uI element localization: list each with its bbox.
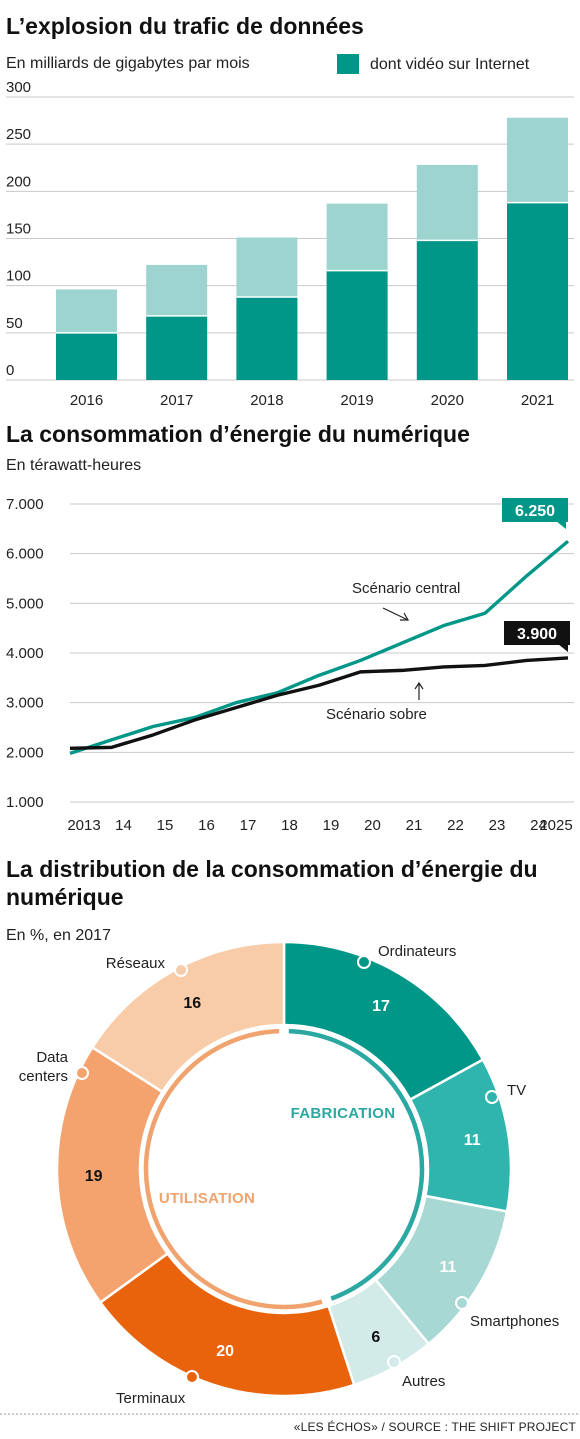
bar-video — [56, 332, 117, 380]
y-tick-label: 5.000 — [6, 595, 44, 612]
bar-video — [326, 270, 388, 380]
bar-total — [507, 117, 568, 203]
series-label-sobre: Scénario sobre — [326, 706, 427, 723]
x-tick-label: 2017 — [160, 392, 193, 409]
arrow-central — [382, 607, 409, 621]
bar-total — [56, 289, 117, 333]
x-tick-label: 2019 — [340, 392, 373, 409]
y-tick-label: 0 — [6, 362, 14, 379]
line-chart-title: La consommation d’énergie du numérique — [6, 421, 470, 447]
y-tick-label: 2.000 — [6, 744, 44, 761]
arrow-central-head — [400, 612, 410, 621]
x-tick-label: 22 — [447, 817, 464, 834]
energy-line-chart: La consommation d’énergie du numérique E… — [6, 421, 574, 834]
y-tick-label: 4.000 — [6, 645, 44, 662]
slice-name-label: Terminaux — [116, 1390, 186, 1407]
series-label-central: Scénario central — [352, 580, 460, 597]
donut-title-line2: numérique — [6, 884, 124, 910]
y-tick-label: 3.000 — [6, 695, 44, 712]
x-tick-label: 2020 — [431, 392, 464, 409]
group-label-utilisation: UTILISATION — [159, 1190, 255, 1207]
bar-chart-title: L’explosion du trafic de données — [6, 13, 364, 39]
end-value-label: 3.900 — [517, 626, 557, 643]
end-value-label: 6.250 — [515, 503, 555, 520]
donut-title-line1: La distribution de la consommation d’éne… — [6, 856, 538, 882]
y-tick-label: 250 — [6, 126, 31, 143]
bar-total — [146, 264, 208, 316]
bar-video — [236, 296, 298, 380]
x-tick-label: 17 — [240, 817, 257, 834]
x-tick-label: 23 — [489, 817, 506, 834]
x-tick-label: 14 — [115, 817, 132, 834]
y-tick-label: 50 — [6, 315, 23, 332]
arrow-sobre-head — [414, 681, 424, 690]
x-tick-label: 18 — [281, 817, 298, 834]
legend-swatch-video — [337, 54, 359, 74]
bar-total — [236, 237, 298, 297]
slice-label-dot — [75, 1066, 89, 1080]
bar-total — [416, 164, 478, 241]
end-label-box — [504, 621, 570, 645]
slice-value-label: 6 — [371, 1329, 380, 1346]
slice-value-label: 19 — [85, 1168, 103, 1185]
slice-name-label: TV — [507, 1082, 526, 1099]
slice-value-label: 11 — [464, 1132, 481, 1149]
end-label-pointer — [558, 644, 568, 652]
x-tick-label: 2013 — [67, 817, 100, 834]
bar-total — [326, 203, 388, 271]
source-credit: «LES ÉCHOS» / SOURCE : THE SHIFT PROJECT — [294, 1419, 577, 1434]
bar-video — [416, 240, 478, 380]
slice-value-label: 16 — [183, 995, 201, 1012]
bar-video — [146, 315, 208, 380]
legend-label-video: dont vidéo sur Internet — [370, 56, 530, 73]
x-tick-label: 21 — [406, 817, 423, 834]
slice-label-dot — [174, 963, 188, 977]
ring-fabrication — [288, 1028, 425, 1301]
traffic-bar-chart: L’explosion du trafic de données En mill… — [6, 13, 574, 409]
bar-chart-subtitle: En milliards de gigabytes par mois — [6, 55, 250, 72]
x-tick-label: 2021 — [521, 392, 554, 409]
y-tick-label: 150 — [6, 221, 31, 238]
slice-name-label: Réseaux — [106, 955, 166, 972]
line-scenario-central — [69, 539, 570, 755]
slice-label-dot — [455, 1296, 469, 1310]
donut-slice — [90, 940, 286, 1094]
slice-name-label: centers — [19, 1068, 68, 1085]
group-label-fabrication: FABRICATION — [291, 1105, 396, 1122]
line-chart-subtitle: En térawatt-heures — [6, 457, 141, 474]
x-tick-label: 19 — [323, 817, 340, 834]
x-tick-label: 20 — [364, 817, 381, 834]
x-tick-label: 15 — [157, 817, 174, 834]
line-scenario-sobre — [69, 656, 569, 751]
y-tick-label: 6.000 — [6, 546, 44, 563]
slice-value-label: 20 — [216, 1343, 234, 1360]
donut-subtitle: En %, en 2017 — [6, 927, 111, 944]
y-tick-label: 200 — [6, 173, 31, 190]
x-tick-label: 2016 — [70, 392, 103, 409]
x-tick-label: 2025 — [539, 817, 572, 834]
slice-value-label: 17 — [372, 998, 390, 1015]
bar-video — [507, 202, 568, 380]
ring-utilisation — [143, 1028, 323, 1310]
x-tick-label: 2018 — [250, 392, 283, 409]
y-tick-label: 300 — [6, 79, 31, 96]
y-tick-label: 7.000 — [6, 496, 44, 513]
slice-name-label: Data — [36, 1049, 68, 1066]
slice-label-dot — [485, 1090, 499, 1104]
slice-name-label: Autres — [402, 1373, 445, 1390]
energy-distribution-donut: La distribution de la consommation d’éne… — [6, 856, 559, 1407]
slice-label-dot — [185, 1370, 199, 1384]
end-label-pointer — [556, 521, 566, 529]
slice-value-label: 11 — [440, 1259, 457, 1276]
slice-name-label: Ordinateurs — [378, 943, 456, 960]
y-tick-label: 100 — [6, 268, 31, 285]
slice-label-dot — [357, 955, 371, 969]
slice-name-label: Smartphones — [470, 1313, 559, 1330]
x-tick-label: 24 — [530, 817, 547, 834]
y-tick-label: 1.000 — [6, 794, 44, 811]
slice-label-dot — [387, 1355, 401, 1369]
x-tick-label: 16 — [198, 817, 215, 834]
end-label-box — [502, 498, 568, 522]
